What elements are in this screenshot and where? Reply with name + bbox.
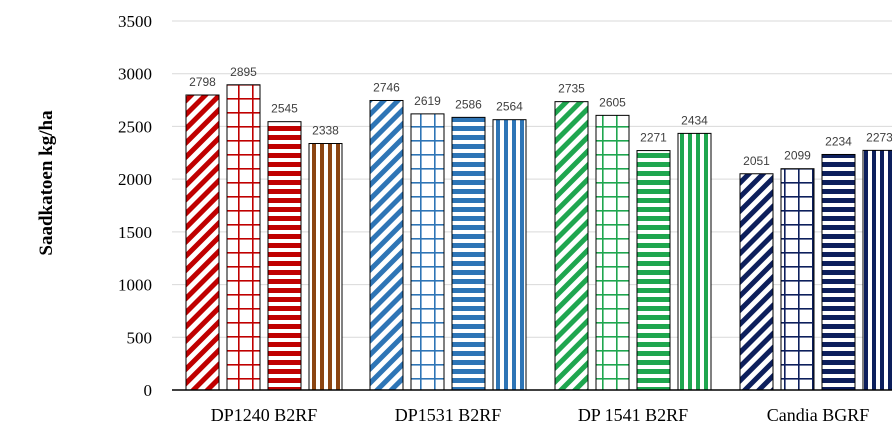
data-label: 2605 [599, 95, 626, 109]
data-label: 2545 [271, 102, 298, 116]
data-label: 2895 [230, 65, 257, 79]
y-axis: 0 500 1000 1500 2000 2500 3000 3500 [118, 12, 152, 400]
bar [369, 99, 404, 391]
x-tick-label: DP1531 B2RF [395, 405, 502, 425]
data-label: 2798 [189, 75, 216, 89]
y-axis-label: Saadkatoen kg/ha [36, 110, 57, 256]
bar [554, 101, 589, 391]
data-label: 2338 [312, 124, 339, 138]
data-label: 2619 [414, 94, 441, 108]
bar [185, 94, 220, 391]
y-tick-label: 3000 [118, 65, 152, 84]
y-tick-label: 1500 [118, 223, 152, 242]
x-tick-label: Candia BGRF [767, 405, 870, 425]
bar [780, 168, 815, 391]
y-tick-label: 0 [144, 381, 153, 400]
bar [739, 173, 774, 391]
bar [595, 114, 630, 391]
bar [636, 150, 671, 391]
bar [862, 149, 892, 391]
bar [410, 113, 445, 391]
bar [451, 116, 486, 391]
data-label: 2273 [866, 130, 892, 144]
data-labels: 2798 2895 2545 2338 2746 2619 2586 2564 2735 2605… [189, 65, 892, 168]
bar [308, 143, 343, 391]
data-label: 2434 [681, 113, 708, 127]
y-tick-label: 3500 [118, 12, 152, 31]
data-label: 2735 [558, 82, 585, 96]
bar [492, 119, 527, 391]
bar [821, 153, 856, 391]
data-label: 2271 [640, 131, 667, 145]
x-tick-label: DP1240 B2RF [211, 405, 318, 425]
data-label: 2099 [784, 149, 811, 163]
data-label: 2234 [825, 134, 852, 148]
y-tick-label: 500 [127, 328, 153, 347]
data-label: 2564 [496, 100, 523, 114]
x-axis: DP1240 B2RF DP1531 B2RF DP 1541 B2RF Candia… [172, 389, 892, 425]
data-label: 2051 [743, 154, 770, 168]
bar [267, 121, 302, 391]
y-tick-label: 2000 [118, 170, 152, 189]
y-tick-label: 1000 [118, 276, 152, 295]
bars [185, 84, 892, 391]
bar [226, 84, 261, 391]
data-label: 2746 [373, 80, 400, 94]
y-tick-label: 2500 [118, 117, 152, 136]
data-label: 2586 [455, 97, 482, 111]
x-tick-label: DP 1541 B2RF [578, 405, 688, 425]
bar [677, 132, 712, 391]
